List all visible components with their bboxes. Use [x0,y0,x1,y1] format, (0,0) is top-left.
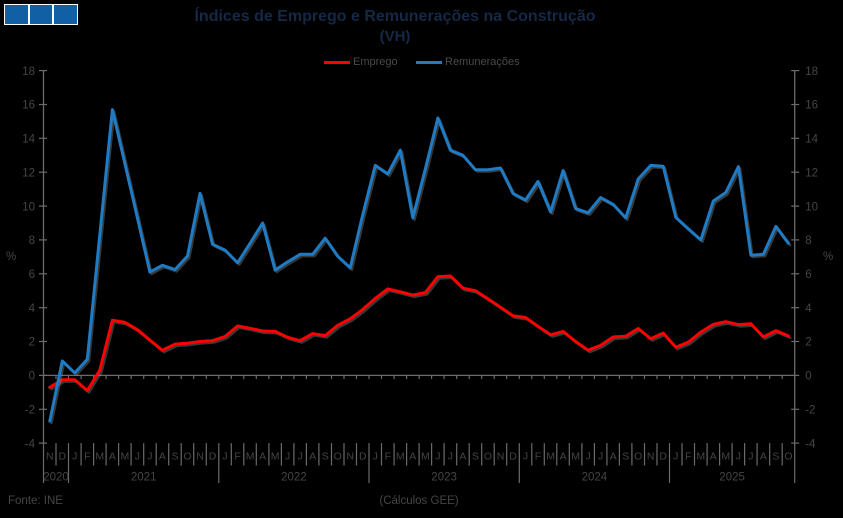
svg-text:J: J [72,451,77,463]
svg-text:F: F [385,451,391,463]
svg-text:14: 14 [805,134,818,146]
svg-text:8: 8 [805,235,811,247]
svg-text:N: N [196,451,204,463]
svg-text:12: 12 [805,167,818,179]
svg-text:%: % [823,251,833,263]
svg-text:-2: -2 [805,405,815,417]
svg-text:2021: 2021 [131,472,157,484]
svg-text:J: J [435,451,440,463]
svg-text:4: 4 [29,303,36,315]
svg-text:D: D [359,451,367,463]
svg-text:A: A [760,451,767,463]
svg-text:M: M [121,451,130,463]
svg-text:A: A [459,451,466,463]
svg-text:S: S [322,451,329,463]
svg-text:12: 12 [22,167,35,179]
svg-text:A: A [560,451,567,463]
svg-text:16: 16 [805,100,818,112]
svg-text:A: A [259,451,266,463]
svg-text:8: 8 [29,235,35,247]
svg-text:A: A [159,451,166,463]
svg-text:F: F [234,451,240,463]
svg-text:D: D [209,451,217,463]
svg-text:M: M [246,451,255,463]
svg-text:A: A [710,451,717,463]
svg-text:F: F [84,451,90,463]
svg-text:O: O [784,451,792,463]
svg-text:S: S [171,451,178,463]
svg-text:M: M [546,451,555,463]
svg-text:J: J [373,451,378,463]
svg-text:J: J [673,451,678,463]
svg-text:-2: -2 [25,405,35,417]
svg-text:4: 4 [805,303,812,315]
svg-text:2023: 2023 [431,472,457,484]
svg-text:D: D [509,451,517,463]
svg-text:M: M [95,451,104,463]
svg-text:S: S [772,451,779,463]
svg-text:J: J [222,451,227,463]
svg-text:16: 16 [22,100,35,112]
svg-text:2: 2 [29,337,35,349]
svg-text:10: 10 [805,201,818,213]
svg-text:A: A [610,451,617,463]
svg-text:6: 6 [29,269,35,281]
svg-text:M: M [696,451,705,463]
svg-text:F: F [685,451,691,463]
svg-text:S: S [472,451,479,463]
svg-text:%: % [6,251,16,263]
svg-text:M: M [271,451,280,463]
svg-text:J: J [448,451,453,463]
svg-text:10: 10 [22,201,35,213]
svg-text:D: D [659,451,667,463]
svg-text:-4: -4 [805,438,816,450]
svg-text:J: J [147,451,152,463]
svg-text:O: O [334,451,342,463]
svg-text:M: M [396,451,405,463]
svg-text:N: N [497,451,505,463]
svg-text:-4: -4 [25,438,36,450]
svg-text:N: N [647,451,655,463]
svg-text:A: A [309,451,316,463]
svg-text:M: M [721,451,730,463]
svg-text:2020: 2020 [43,472,69,484]
svg-text:A: A [109,451,116,463]
svg-text:18: 18 [805,66,818,78]
svg-text:2022: 2022 [281,472,307,484]
svg-text:J: J [598,451,603,463]
svg-text:O: O [484,451,492,463]
svg-text:O: O [183,451,191,463]
svg-text:J: J [736,451,741,463]
svg-text:J: J [298,451,303,463]
svg-text:A: A [409,451,416,463]
svg-text:O: O [634,451,642,463]
svg-text:J: J [135,451,140,463]
svg-text:14: 14 [22,134,35,146]
svg-text:N: N [346,451,354,463]
svg-text:F: F [535,451,541,463]
svg-text:N: N [46,451,54,463]
svg-text:0: 0 [29,371,35,383]
svg-text:M: M [571,451,580,463]
svg-text:18: 18 [22,66,35,78]
svg-text:J: J [748,451,753,463]
svg-text:J: J [285,451,290,463]
svg-text:2024: 2024 [582,472,608,484]
svg-text:6: 6 [805,269,811,281]
svg-text:J: J [585,451,590,463]
svg-text:S: S [622,451,629,463]
svg-text:D: D [59,451,67,463]
svg-text:2025: 2025 [719,472,745,484]
svg-text:M: M [421,451,430,463]
svg-text:J: J [523,451,528,463]
svg-text:0: 0 [805,371,811,383]
svg-text:2: 2 [805,337,811,349]
